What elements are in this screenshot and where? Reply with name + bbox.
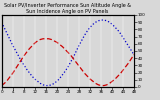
Text: Solar PV/Inverter Performance Sun Altitude Angle & Sun Incidence Angle on PV Pan: Solar PV/Inverter Performance Sun Altitu…	[4, 3, 131, 14]
